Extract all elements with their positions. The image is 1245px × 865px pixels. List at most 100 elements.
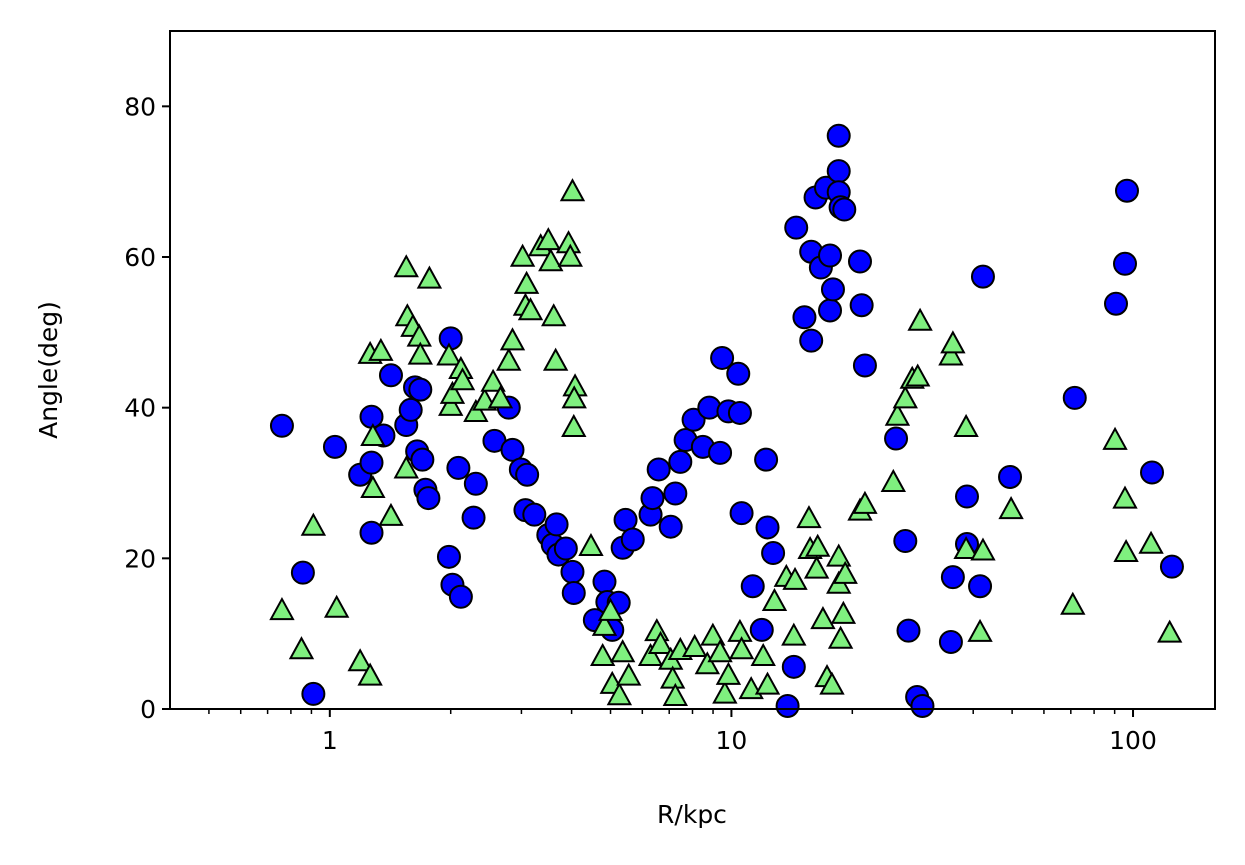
point [805, 533, 831, 557]
point [697, 395, 722, 420]
point [436, 342, 462, 366]
point [408, 377, 433, 402]
point [967, 618, 993, 642]
point [416, 265, 443, 289]
point [784, 215, 809, 240]
point [535, 227, 562, 251]
point [810, 606, 836, 630]
point [663, 481, 688, 506]
point [826, 543, 852, 567]
point [852, 490, 878, 514]
point [799, 328, 824, 353]
point [446, 455, 471, 480]
point [480, 368, 506, 392]
point [553, 536, 578, 561]
x-axis-label: R/kpc [657, 800, 727, 829]
point [393, 455, 419, 479]
point [727, 618, 753, 642]
point [998, 496, 1024, 520]
point [360, 474, 386, 499]
point [775, 693, 800, 718]
point [561, 385, 587, 409]
point [662, 682, 689, 706]
point [357, 662, 383, 686]
point [896, 618, 921, 643]
point [378, 363, 403, 388]
point [754, 447, 779, 472]
x-tick-label: 100 [1109, 726, 1157, 755]
y-tick-label: 20 [124, 544, 156, 573]
point [826, 159, 851, 184]
point [609, 639, 636, 663]
point [1159, 554, 1184, 579]
point [288, 636, 315, 660]
point [712, 680, 738, 704]
point [907, 307, 933, 331]
point [754, 671, 781, 695]
point [269, 413, 294, 438]
point [544, 512, 569, 537]
point [436, 544, 461, 569]
point [826, 123, 851, 148]
point [905, 363, 931, 387]
point [728, 636, 755, 660]
point [710, 345, 735, 370]
point [410, 447, 435, 472]
point [761, 587, 788, 612]
point [541, 303, 567, 327]
point [620, 527, 645, 552]
point [940, 330, 966, 354]
x-tick-label: 10 [716, 726, 748, 755]
point [1140, 460, 1165, 485]
point [818, 298, 843, 323]
point [463, 471, 488, 496]
point [393, 254, 419, 278]
point [830, 600, 857, 624]
point [1112, 485, 1138, 509]
point [847, 249, 872, 274]
point [438, 392, 464, 416]
point [818, 243, 843, 268]
point [910, 693, 935, 718]
point [359, 450, 384, 475]
point [970, 537, 996, 561]
point [803, 555, 830, 579]
point [893, 529, 918, 554]
point [819, 671, 845, 695]
point [1102, 426, 1128, 450]
point [700, 622, 726, 646]
point [637, 642, 664, 667]
point [749, 617, 774, 642]
point [694, 651, 721, 675]
point [707, 639, 733, 663]
y-axis-label: Angle(deg) [34, 301, 63, 439]
point [560, 559, 585, 584]
point [954, 484, 979, 509]
point [1112, 251, 1137, 276]
point [659, 665, 686, 689]
point [300, 512, 327, 536]
point [561, 413, 587, 438]
point [708, 440, 733, 465]
point [681, 407, 706, 432]
y-tick-label: 0 [140, 695, 156, 724]
point [750, 642, 776, 667]
point [347, 648, 373, 672]
y-tick-label: 80 [124, 92, 156, 121]
point [938, 342, 964, 366]
point [852, 353, 877, 378]
point [1113, 538, 1139, 563]
point [646, 457, 671, 482]
point [522, 502, 547, 527]
point [269, 596, 295, 621]
point [323, 594, 350, 618]
point [884, 402, 911, 426]
point [970, 264, 995, 289]
point [1062, 385, 1087, 410]
point [1138, 530, 1164, 554]
point [727, 400, 752, 425]
point [515, 462, 540, 487]
point [740, 574, 765, 599]
point [820, 277, 845, 302]
point [290, 560, 315, 585]
